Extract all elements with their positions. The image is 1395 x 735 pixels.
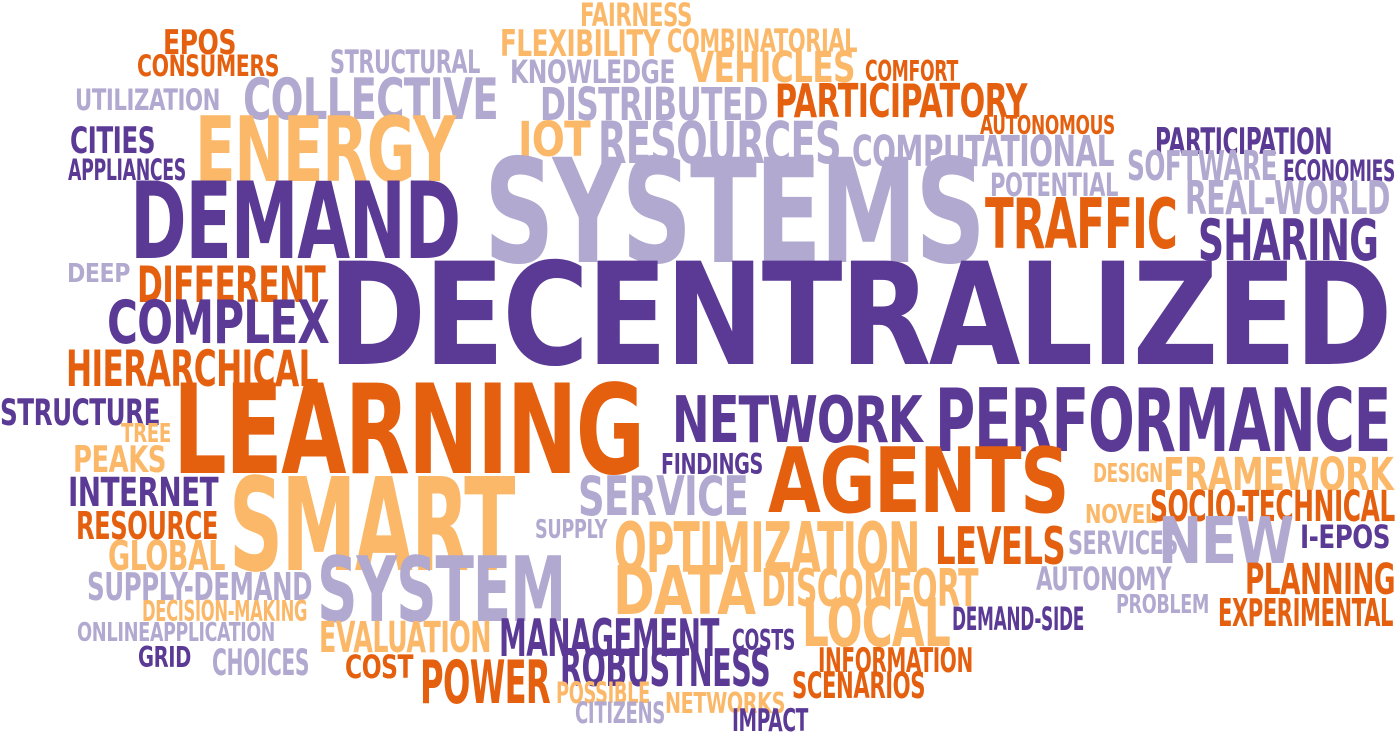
cloud-word-problem: PROBLEM	[1116, 589, 1210, 620]
cloud-word-knowledge: KNOWLEDGE	[510, 53, 675, 92]
cloud-word-flexibility: FLEXIBILITY	[500, 21, 660, 65]
cloud-word-grid: GRID	[138, 640, 192, 674]
cloud-word-participatory: PARTICIPATORY	[775, 74, 1027, 129]
cloud-word-distributed: DISTRIBUTED	[540, 77, 768, 131]
cloud-word-consumers: CONSUMERS	[137, 48, 280, 84]
cloud-word-supply-demand: SUPPLY-DEMAND	[87, 565, 312, 611]
cloud-word-energy: ENERGY	[195, 98, 456, 204]
cloud-word-planning: PLANNING	[1245, 555, 1395, 605]
cloud-word-collective: COLLECTIVE	[243, 67, 499, 134]
cloud-word-internet: INTERNET	[68, 470, 219, 517]
cloud-word-system: SYSTEM	[317, 538, 566, 644]
cloud-word-networks: NETWORKS	[665, 686, 786, 720]
cloud-word-possible: POSSIBLE	[556, 675, 650, 711]
cloud-word-participation: PARTICIPATION	[1155, 119, 1333, 163]
cloud-word-tree: TREE	[121, 418, 171, 449]
cloud-word-learning: LEARNING	[173, 359, 645, 504]
cloud-word-new: NEW	[1158, 504, 1294, 580]
cloud-word-local: LOCAL	[802, 583, 951, 662]
cloud-word-epos: EPOS	[163, 22, 236, 62]
cloud-word-software: SOFTWARE	[1127, 142, 1278, 191]
cloud-word-framework: FRAMEWORK	[1163, 447, 1394, 501]
cloud-word-agents: AGENTS	[768, 429, 1069, 535]
cloud-word-cities: CITIES	[70, 118, 156, 162]
cloud-word-real-world: REAL-WORLD	[1185, 171, 1390, 226]
cloud-word-application: APPLICATION	[150, 617, 275, 648]
cloud-word-sharing: SHARING	[1198, 208, 1379, 275]
cloud-word-costs: COSTS	[732, 623, 796, 657]
cloud-word-levels: LEVELS	[935, 516, 1066, 577]
cloud-word-resource: RESOURCE	[76, 504, 218, 550]
cloud-word-scenarios: SCENARIOS	[792, 663, 926, 707]
cloud-word-robustness: ROBUSTNESS	[560, 638, 771, 699]
cloud-word-fairness: FAIRNESS	[580, 0, 692, 35]
cloud-word-iot: IOT	[518, 113, 591, 169]
cloud-word-citizens: CITIZENS	[575, 695, 665, 731]
cloud-word-peaks: PEAKS	[73, 437, 166, 481]
cloud-word-services: SERVICES	[1068, 524, 1178, 563]
cloud-word-smart: SMART	[229, 450, 515, 601]
cloud-word-optimization: OPTIMIZATION	[614, 507, 920, 589]
cloud-word-combinatorial: COMBINATORIAL	[667, 22, 858, 61]
cloud-word-computational: COMPUTATIONAL	[852, 127, 1115, 177]
cloud-word-demand: DEMAND	[130, 160, 461, 284]
cloud-word-management: MANAGEMENT	[499, 608, 719, 669]
cloud-word-online: ONLINE	[77, 617, 150, 648]
cloud-word-traffic: TRAFFIC	[985, 183, 1178, 265]
cloud-word-structure: STRUCTURE	[0, 390, 160, 434]
cloud-word-information: INFORMATION	[818, 640, 973, 680]
cloud-word-i-epos: I-EPOS	[1300, 518, 1390, 557]
cloud-word-decision-making: DECISION-MAKING	[142, 594, 308, 628]
cloud-word-complex: COMPLEX	[107, 287, 330, 357]
cloud-word-discomfort: DISCOMFORT	[761, 558, 979, 619]
cloud-word-supply: SUPPLY	[535, 514, 608, 545]
cloud-word-network: NETWORK	[672, 383, 923, 459]
cloud-word-data: DATA	[613, 551, 756, 630]
cloud-word-economies: ECONOMIES	[1283, 153, 1395, 189]
cloud-word-design: DESIGN	[1093, 458, 1163, 489]
cloud-word-findings: FINDINGS	[661, 447, 763, 481]
cloud-word-comfort: COMFORT	[865, 54, 958, 88]
cloud-word-potential: POTENTIAL	[990, 166, 1118, 205]
cloud-word-service: SERVICE	[578, 464, 749, 528]
cloud-word-structural: STRUCTURAL	[330, 43, 481, 82]
cloud-word-cost: COST	[345, 648, 414, 687]
cloud-word-socio-technical: SOCIO-TECHNICAL	[1150, 482, 1395, 532]
cloud-word-performance: PERFORMANCE	[935, 370, 1391, 473]
cloud-word-novel: NOVEL	[1085, 499, 1157, 530]
cloud-word-autonomous: AUTONOMOUS	[980, 110, 1115, 141]
cloud-word-hierarchical: HIERARCHICAL	[66, 338, 319, 398]
cloud-word-resources: RESOURCES	[598, 109, 842, 178]
cloud-word-vehicles: VEHICLES	[690, 43, 856, 93]
cloud-word-impact: IMPACT	[732, 703, 808, 735]
cloud-word-demand-side: DEMAND-SIDE	[952, 600, 1084, 639]
cloud-word-power: POWER	[420, 647, 551, 717]
cloud-word-decentralized: DECENTRALIZED	[328, 232, 1393, 398]
cloud-word-global: GLOBAL	[108, 532, 225, 581]
cloud-word-experimental: EXPERIMENTAL	[1218, 591, 1393, 637]
cloud-word-different: DIFFERENT	[137, 254, 326, 314]
cloud-word-choices: CHOICES	[212, 640, 310, 684]
cloud-word-autonomy: AUTONOMY	[1036, 560, 1171, 599]
cloud-word-systems: SYSTEMS	[484, 128, 986, 297]
cloud-word-utilization: UTILIZATION	[75, 82, 220, 118]
cloud-word-evaluation: EVALUATION	[319, 613, 492, 663]
cloud-word-deep: DEEP	[67, 258, 130, 289]
cloud-word-appliances: APPLIANCES	[68, 152, 186, 188]
